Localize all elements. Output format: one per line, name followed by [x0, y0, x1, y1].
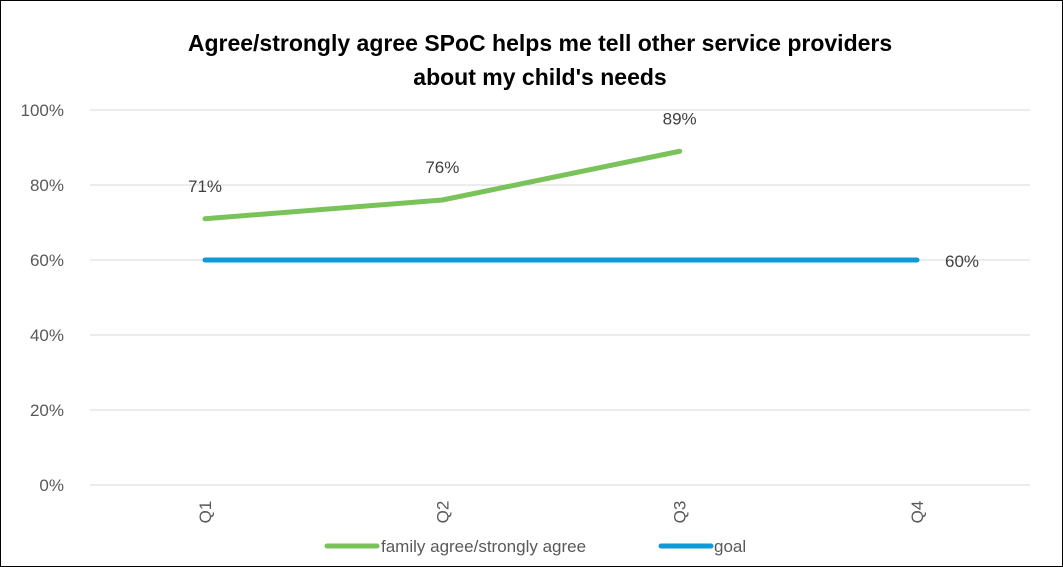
x-tick-label: Q2 — [433, 501, 452, 524]
data-labels: 71% 76% 89% 60% — [188, 109, 979, 271]
y-tick-label: 20% — [30, 401, 64, 420]
y-tick-label: 80% — [30, 176, 64, 195]
y-axis-ticks: 0% 20% 40% 60% 80% 100% — [21, 101, 64, 495]
x-tick-label: Q3 — [671, 501, 690, 524]
series-line — [202, 148, 683, 222]
x-tick-label: Q1 — [196, 501, 215, 524]
chart-title: Agree/strongly agree SPoC helps me tell … — [187, 30, 893, 90]
legend-label: goal — [714, 537, 746, 556]
legend-label: family agree/strongly agree — [381, 537, 586, 556]
y-tick-label: 0% — [39, 476, 64, 495]
series-lines — [202, 148, 920, 263]
data-label: 71% — [188, 177, 222, 196]
gridlines — [90, 109, 1030, 486]
y-tick-label: 60% — [30, 251, 64, 270]
data-label: 89% — [663, 109, 697, 128]
data-label: 60% — [945, 252, 979, 271]
x-axis-ticks: Q1 Q2 Q3 Q4 — [196, 501, 927, 524]
y-tick-label: 100% — [21, 101, 64, 120]
y-tick-label: 40% — [30, 326, 64, 345]
x-tick-label: Q4 — [908, 501, 927, 524]
data-label: 76% — [425, 158, 459, 177]
legend: family agree/strongly agree goal — [324, 537, 746, 556]
